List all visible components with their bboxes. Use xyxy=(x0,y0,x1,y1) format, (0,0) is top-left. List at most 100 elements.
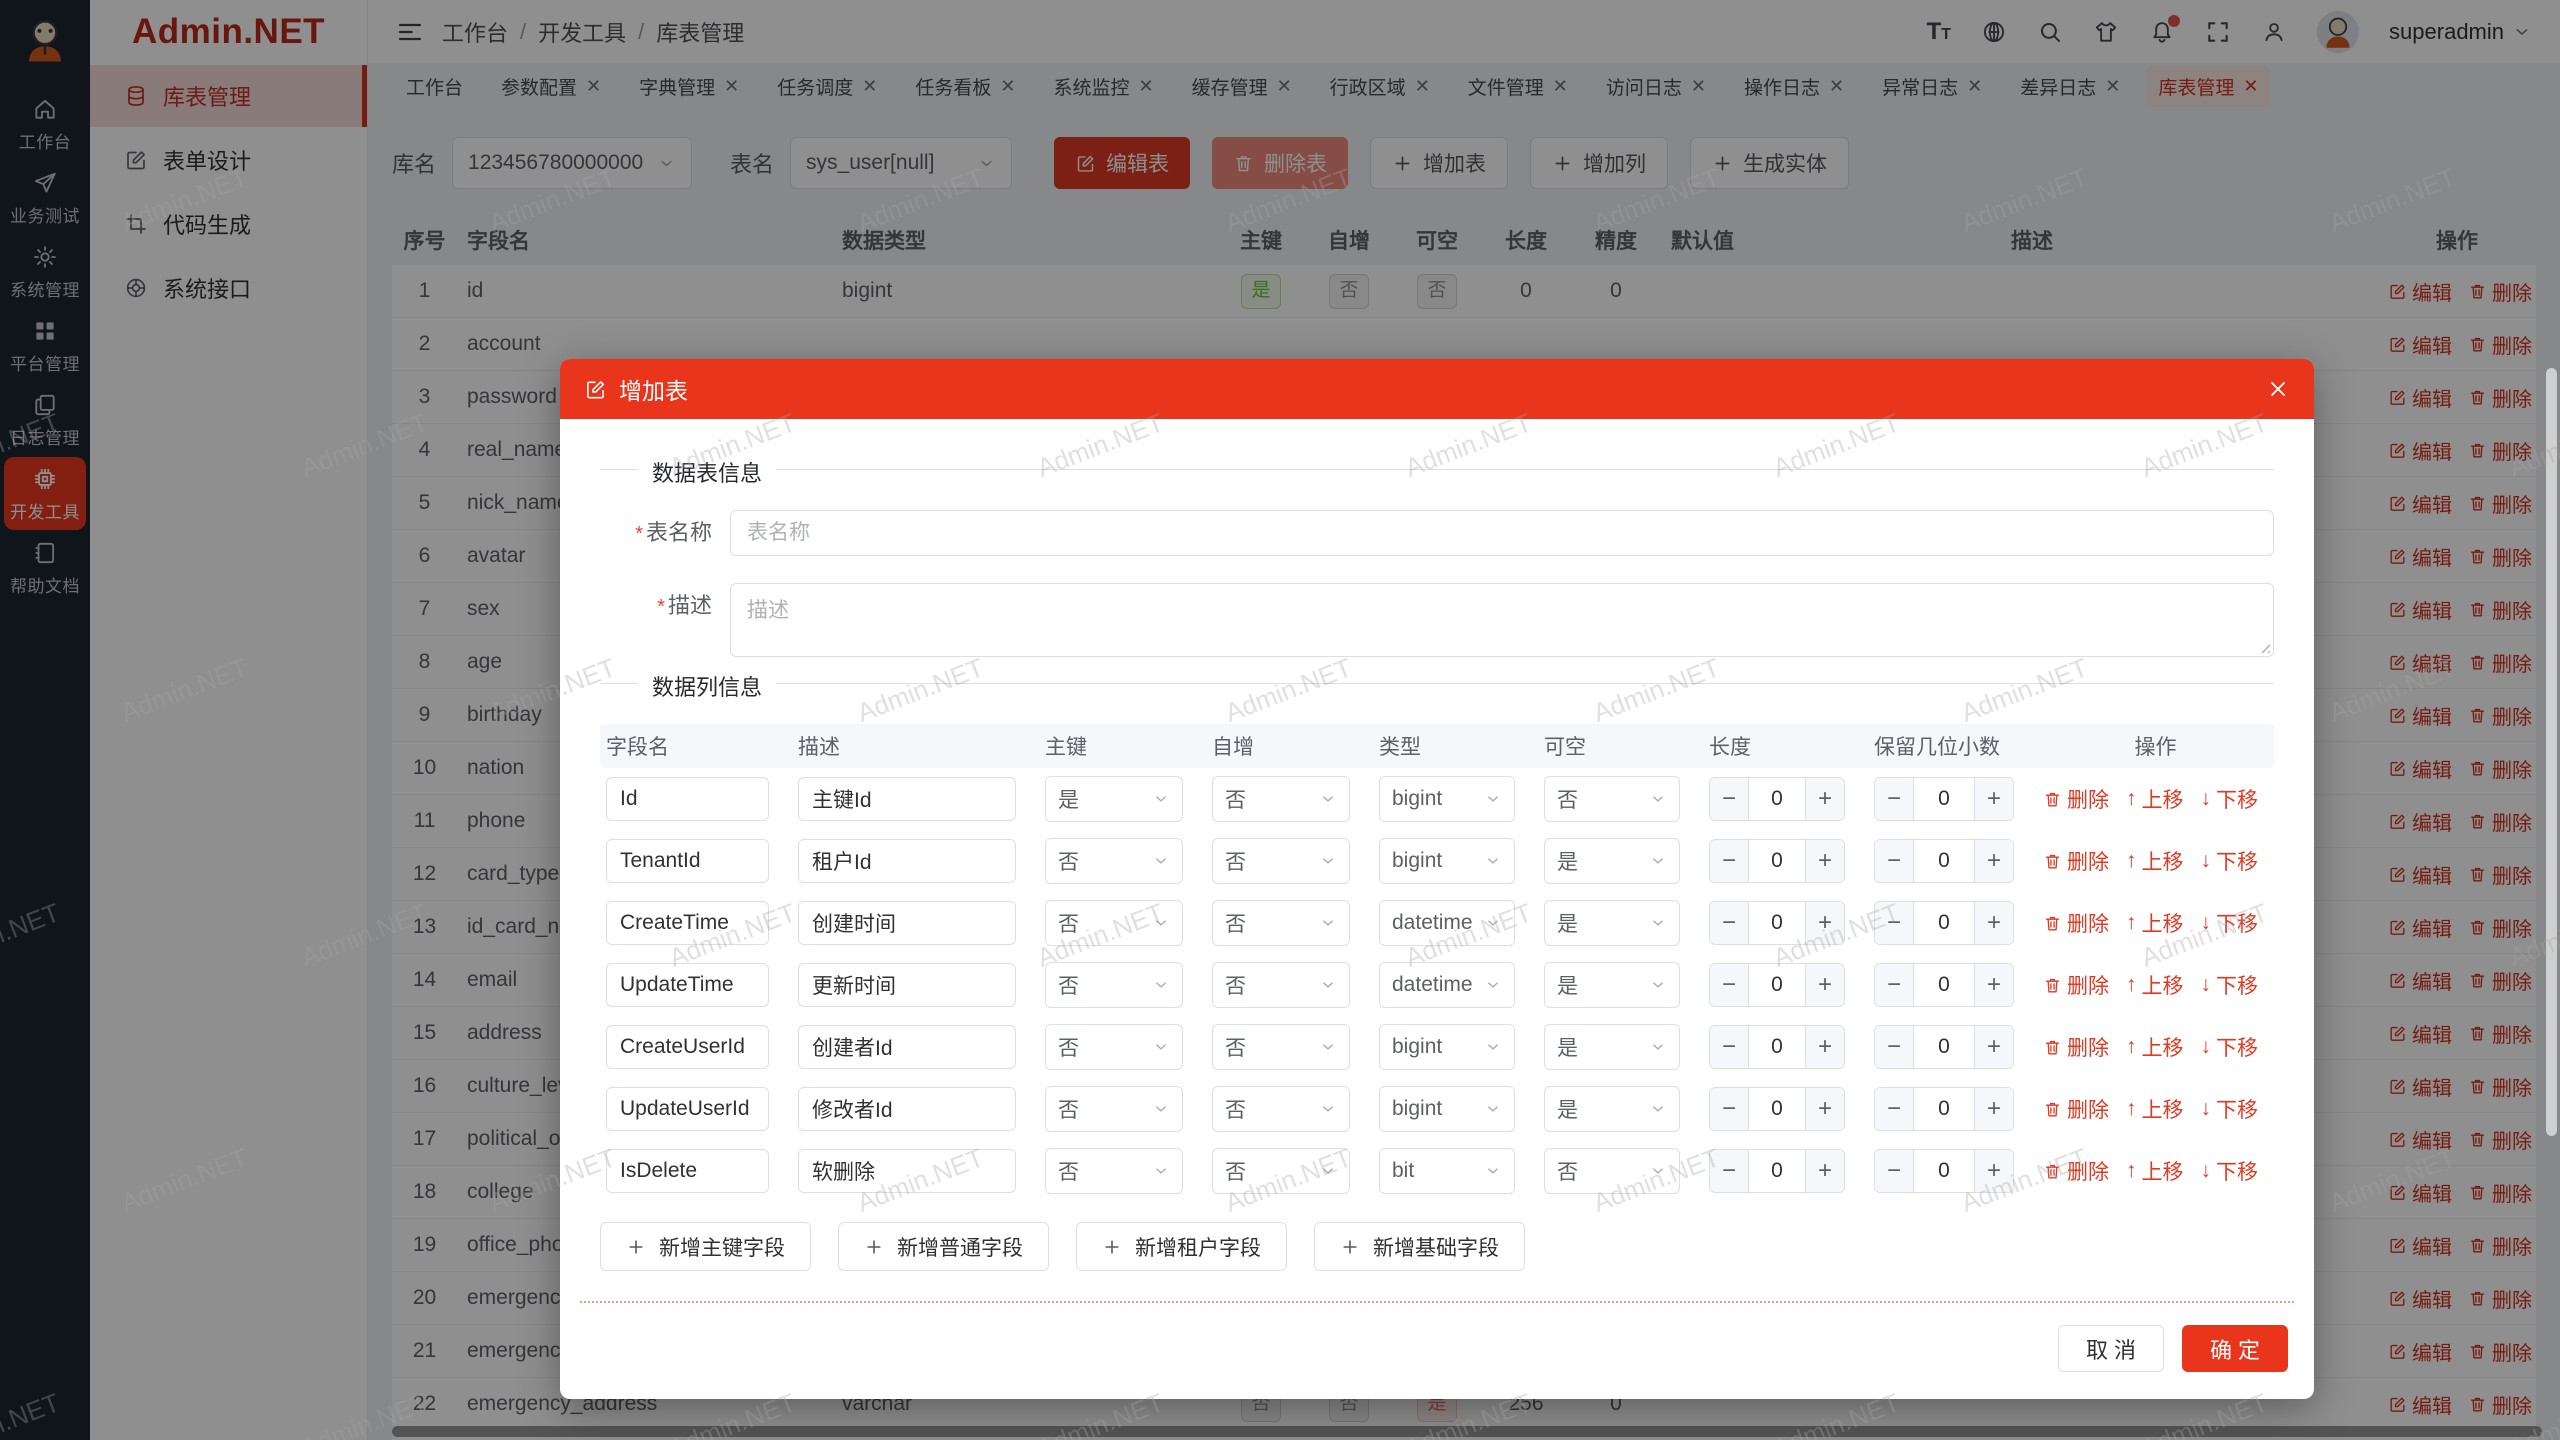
view-tab[interactable]: 访问日志 ✕ xyxy=(1594,66,1718,107)
rail-item[interactable]: 日志管理 xyxy=(4,383,86,456)
row-move-up-link[interactable]: ↑ 上移 xyxy=(2126,911,2184,936)
decrease-button[interactable]: − xyxy=(1710,1026,1749,1068)
increase-button[interactable]: + xyxy=(1974,1026,2013,1068)
row-delete-link[interactable]: 删除 xyxy=(2468,489,2532,518)
increase-button[interactable]: + xyxy=(1974,778,2013,820)
confirm-button[interactable]: 确 定 xyxy=(2182,1325,2288,1372)
increase-button[interactable]: + xyxy=(1974,1088,2013,1130)
row-delete-link[interactable]: 删除 xyxy=(2468,807,2532,836)
field-name-input[interactable] xyxy=(606,963,769,1007)
add-field-button[interactable]: 新增普通字段 xyxy=(838,1222,1049,1271)
type-select[interactable]: bigint xyxy=(1379,1086,1515,1132)
type-select[interactable]: bigint xyxy=(1379,838,1515,884)
decrease-button[interactable]: − xyxy=(1875,902,1914,944)
decrease-button[interactable]: − xyxy=(1710,778,1749,820)
nullable-select[interactable]: 是 xyxy=(1544,1024,1680,1070)
row-edit-link[interactable]: 编辑 xyxy=(2388,1072,2452,1101)
rail-item[interactable]: 工作台 xyxy=(4,87,86,160)
tab-close-icon[interactable]: ✕ xyxy=(1000,76,1016,96)
field-desc-input[interactable] xyxy=(798,963,1016,1007)
edit-table-button[interactable]: 编辑表 xyxy=(1054,137,1191,189)
row-edit-link[interactable]: 编辑 xyxy=(2388,383,2452,412)
decrease-button[interactable]: − xyxy=(1710,964,1749,1006)
decrease-button[interactable]: − xyxy=(1875,1150,1914,1192)
increment-select[interactable]: 否 xyxy=(1212,900,1350,946)
fullscreen-icon[interactable] xyxy=(2205,19,2231,45)
table-name-input[interactable] xyxy=(730,510,2274,556)
sidebar-item[interactable]: 表单设计 xyxy=(90,129,367,191)
decrease-button[interactable]: − xyxy=(1875,840,1914,882)
font-size-icon[interactable]: TT xyxy=(1926,17,1952,45)
row-edit-link[interactable]: 编辑 xyxy=(2388,860,2452,889)
sidebar-item[interactable]: 代码生成 xyxy=(90,193,367,255)
row-move-up-link[interactable]: ↑ 上移 xyxy=(2126,849,2184,874)
view-tab[interactable]: 工作台 xyxy=(394,66,475,107)
rail-item[interactable]: 开发工具 xyxy=(4,457,86,530)
row-delete-link[interactable]: 删除 xyxy=(2468,542,2532,571)
decrease-button[interactable]: − xyxy=(1710,902,1749,944)
field-desc-input[interactable] xyxy=(798,1087,1016,1131)
field-name-input[interactable] xyxy=(606,1087,769,1131)
row-delete-link[interactable]: 删除 xyxy=(2043,970,2109,1000)
table-desc-textarea[interactable] xyxy=(730,583,2274,657)
row-delete-link[interactable]: 删除 xyxy=(2468,277,2532,306)
field-desc-input[interactable] xyxy=(798,901,1016,945)
tab-close-icon[interactable]: ✕ xyxy=(1414,76,1430,96)
row-delete-link[interactable]: 删除 xyxy=(2043,1156,2109,1186)
row-delete-link[interactable]: 删除 xyxy=(2468,1019,2532,1048)
row-delete-link[interactable]: 删除 xyxy=(2043,908,2109,938)
increment-select[interactable]: 否 xyxy=(1212,1024,1350,1070)
db-select[interactable]: 123456780000000 xyxy=(452,137,693,189)
row-delete-link[interactable]: 删除 xyxy=(2468,1231,2532,1260)
row-move-down-link[interactable]: ↓ 下移 xyxy=(2200,1097,2259,1122)
row-delete-link[interactable]: 删除 xyxy=(2468,383,2532,412)
nullable-select[interactable]: 否 xyxy=(1544,776,1680,822)
row-edit-link[interactable]: 编辑 xyxy=(2388,595,2452,624)
field-desc-input[interactable] xyxy=(798,839,1016,883)
field-desc-input[interactable] xyxy=(798,777,1016,821)
delete-table-button[interactable]: 删除表 xyxy=(1212,137,1349,189)
view-tab[interactable]: 操作日志 ✕ xyxy=(1732,66,1856,107)
view-tab[interactable]: 行政区域 ✕ xyxy=(1318,66,1442,107)
pk-select[interactable]: 否 xyxy=(1045,1024,1183,1070)
row-delete-link[interactable]: 删除 xyxy=(2468,648,2532,677)
row-edit-link[interactable]: 编辑 xyxy=(2388,913,2452,942)
sidebar-item[interactable]: 库表管理 xyxy=(90,65,367,127)
decrease-button[interactable]: − xyxy=(1875,964,1914,1006)
add-field-button[interactable]: 新增租户字段 xyxy=(1076,1222,1287,1271)
row-move-down-link[interactable]: ↓ 下移 xyxy=(2200,787,2259,812)
type-select[interactable]: bigint xyxy=(1379,776,1515,822)
row-edit-link[interactable]: 编辑 xyxy=(2388,1337,2452,1366)
field-desc-input[interactable] xyxy=(798,1025,1016,1069)
decrease-button[interactable]: − xyxy=(1710,1088,1749,1130)
type-select[interactable]: bigint xyxy=(1379,1024,1515,1070)
view-tab[interactable]: 字典管理 ✕ xyxy=(627,66,751,107)
tab-close-icon[interactable]: ✕ xyxy=(1138,76,1154,96)
field-name-input[interactable] xyxy=(606,777,769,821)
field-name-input[interactable] xyxy=(606,839,769,883)
increase-button[interactable]: + xyxy=(1974,902,2013,944)
view-tab[interactable]: 差异日志 ✕ xyxy=(2008,66,2132,107)
row-edit-link[interactable]: 编辑 xyxy=(2388,489,2452,518)
breadcrumb-item[interactable]: 开发工具 xyxy=(538,20,627,46)
rail-item[interactable]: 业务测试 xyxy=(4,161,86,234)
pk-select[interactable]: 是 xyxy=(1045,776,1183,822)
row-move-down-link[interactable]: ↓ 下移 xyxy=(2200,911,2259,936)
increase-button[interactable]: + xyxy=(1805,902,1844,944)
row-edit-link[interactable]: 编辑 xyxy=(2388,436,2452,465)
row-delete-link[interactable]: 删除 xyxy=(2468,1337,2532,1366)
row-edit-link[interactable]: 编辑 xyxy=(2388,966,2452,995)
view-tab[interactable]: 库表管理 ✕ xyxy=(2146,65,2271,107)
add-field-button[interactable]: 新增主键字段 xyxy=(600,1222,811,1271)
increase-button[interactable]: + xyxy=(1805,1088,1844,1130)
breadcrumb-item[interactable]: 工作台 xyxy=(442,20,509,46)
tab-close-icon[interactable]: ✕ xyxy=(586,76,602,96)
pk-select[interactable]: 否 xyxy=(1045,900,1183,946)
rail-item[interactable]: 平台管理 xyxy=(4,309,86,382)
increase-button[interactable]: + xyxy=(1974,964,2013,1006)
rail-item[interactable]: 系统管理 xyxy=(4,235,86,308)
vertical-scrollbar[interactable] xyxy=(2546,368,2557,1136)
increase-button[interactable]: + xyxy=(1805,778,1844,820)
nullable-select[interactable]: 是 xyxy=(1544,900,1680,946)
row-move-up-link[interactable]: ↑ 上移 xyxy=(2126,1097,2184,1122)
